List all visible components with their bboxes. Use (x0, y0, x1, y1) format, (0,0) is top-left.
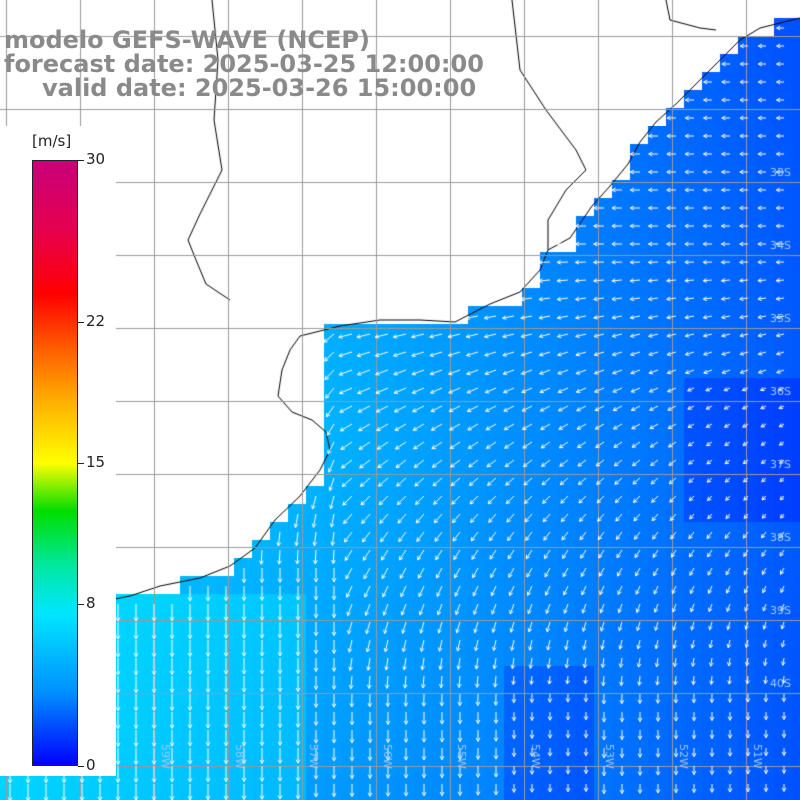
colorbar-tick-label: 8 (86, 594, 96, 613)
map-title: modelo GEFS-WAVE (NCEP) forecast date: 2… (4, 28, 484, 100)
colorbar-units: [m/s] (32, 132, 72, 150)
forecast-date: forecast date: 2025-03-25 12:00:00 (4, 50, 484, 78)
valid-date: valid date: 2025-03-26 15:00:00 (42, 74, 477, 102)
colorbar-tick-mark (78, 604, 84, 606)
colorbar-tick-mark (78, 160, 84, 161)
colorbar-tick-label: 15 (86, 453, 106, 471)
colorbar-panel: [m/s] 30 22 15 8 0 (0, 126, 116, 776)
colorbar-tick-mark (78, 321, 84, 323)
colorbar-tick-mark (78, 766, 84, 767)
colorbar-tick-label: 22 (86, 311, 106, 330)
colorbar-tick-label: 30 (86, 150, 106, 168)
colorbar-tick-label: 0 (86, 756, 96, 774)
colorbar-gradient (32, 160, 78, 766)
colorbar-tick-mark (78, 463, 84, 464)
model-name: modelo GEFS-WAVE (NCEP) (4, 26, 370, 54)
